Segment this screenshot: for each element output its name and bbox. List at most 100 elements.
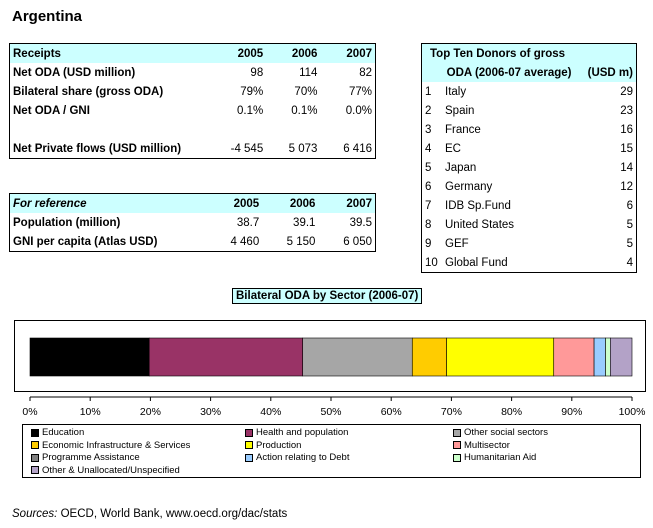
bar-segment-education (29, 337, 150, 377)
x-tick-label: 10% (80, 406, 101, 418)
row-label: Bilateral share (gross ODA) (13, 85, 164, 98)
bar-segment-health-and-population (148, 337, 304, 377)
receipts-header-2005: 2005 (206, 43, 267, 63)
donor-value: 29 (620, 85, 633, 98)
donor-name: IDB Sp.Fund (445, 199, 511, 212)
table-row: GNI per capita (Atlas USD) 4 460 5 150 6… (10, 232, 376, 252)
legend-swatch (31, 441, 39, 449)
cell-2005: 4 460 (230, 235, 260, 248)
cell-2005: 98 (250, 66, 264, 79)
donors-header-row-1: Top Ten Donors of gross (421, 43, 637, 63)
legend-swatch (245, 441, 253, 449)
legend-item: Economic Infrastructure & Services (31, 440, 190, 451)
x-tick-label: 30% (200, 406, 221, 418)
cell-2006: 5 150 (286, 235, 316, 248)
legend-label: Programme Assistance (42, 452, 140, 463)
sources-text: OECD, World Bank, www.oecd.org/dac/stats (60, 508, 288, 520)
sources-label: Sources: (12, 508, 58, 520)
stacked-bar-chart (29, 337, 633, 377)
donor-row: 4 EC 15 (422, 139, 637, 158)
legend-label: Economic Infrastructure & Services (42, 439, 191, 451)
receipts-header-row: Receipts 2005 2006 2007 (9, 43, 376, 63)
donors-table: Top Ten Donors of gross ODA (2006-07 ave… (421, 43, 637, 273)
donor-value: 5 (626, 218, 633, 231)
cell-2005: -4 545 (230, 142, 264, 155)
x-tick-label: 0% (22, 406, 37, 418)
legend-swatch (453, 428, 461, 437)
chart-title: Bilateral ODA by Sector (2006-07) (232, 288, 423, 304)
donor-name: Italy (445, 85, 467, 98)
table-row: Bilateral share (gross ODA) 79% 70% 77% (10, 82, 376, 101)
legend-label: Multisector (464, 439, 510, 451)
table-row: Net Private flows (USD million) -4 545 5… (10, 139, 376, 159)
row-label: Net ODA (USD million) (13, 66, 136, 79)
donor-row: 6 Germany 12 (422, 177, 637, 196)
receipts-header-label: Receipts (9, 43, 206, 63)
legend-swatch (245, 428, 253, 437)
cell-2005 (206, 120, 266, 139)
donor-value: 14 (620, 161, 633, 174)
row-label (10, 120, 207, 139)
bar-segment-production (446, 337, 555, 377)
reference-header-label: For reference (9, 193, 206, 213)
legend-swatch (31, 453, 39, 462)
x-tick-label: 40% (260, 406, 281, 418)
donor-rank: 2 (425, 104, 432, 117)
cell-2005: 79% (240, 85, 264, 98)
donor-value: 16 (620, 123, 633, 136)
donor-rank: 4 (425, 142, 432, 155)
donor-value: 6 (626, 199, 633, 212)
cell-2005: 0.1% (237, 104, 264, 117)
bar-segment-other-unallocated-unspecified (610, 337, 633, 377)
reference-header-2007: 2007 (318, 193, 376, 213)
donor-name: Germany (445, 180, 493, 193)
legend-label: Other & Unallocated/Unspecified (42, 464, 180, 476)
chart-legend: Education Health and population Other soci… (22, 424, 641, 478)
donor-name: France (445, 123, 481, 136)
sources-note: Sources: OECD, World Bank, www.oecd.org/… (12, 508, 287, 520)
receipts-table: Receipts 2005 2006 2007 Net ODA (USD mil… (9, 43, 376, 159)
cell-2007: 82 (359, 66, 372, 79)
legend-item: Multisector (453, 440, 510, 451)
x-tick-label: 60% (381, 406, 402, 418)
donor-rank: 8 (425, 218, 432, 231)
donor-rank: 1 (425, 85, 432, 98)
legend-label: Action relating to Debt (256, 452, 350, 463)
donor-row: 1 Italy 29 (422, 82, 637, 101)
legend-label: Education (42, 427, 85, 438)
table-row-spacer (10, 120, 376, 139)
donor-value: 4 (626, 256, 633, 269)
donor-row: 7 IDB Sp.Fund 6 (422, 196, 637, 215)
chart-plot-area (14, 320, 646, 392)
reference-table: For reference 2005 2006 2007 Population … (9, 193, 376, 252)
x-tick-label: 50% (320, 406, 341, 418)
donor-name: Spain (445, 104, 475, 117)
x-axis: 0% 10% 20% 30% 40% 50% 60% 70% 80% 90% 100% (22, 396, 645, 418)
legend-label: Humanitarian Aid (464, 452, 537, 463)
bar-segment-other-social-sectors (302, 337, 413, 377)
donor-rank: 7 (425, 199, 432, 212)
cell-2007: 39.5 (349, 216, 372, 229)
donor-value: 12 (620, 180, 633, 193)
reference-header-2005: 2005 (206, 193, 263, 213)
x-tick-label: 90% (561, 406, 582, 418)
cell-2006: 114 (299, 66, 318, 79)
donor-row: 2 Spain 23 (422, 101, 637, 120)
bar-segment-humanitarian-aid (605, 337, 611, 377)
donor-name: Global Fund (445, 256, 508, 269)
table-row: Population (million) 38.7 39.1 39.5 (10, 213, 376, 232)
cell-2007 (320, 120, 375, 139)
legend-item: Other social sectors (453, 427, 548, 438)
legend-item: Production (245, 440, 301, 451)
legend-item: Humanitarian Aid (453, 452, 536, 463)
donor-value: 23 (620, 104, 633, 117)
cell-2006: 39.1 (293, 216, 316, 229)
cell-2006: 5 073 (288, 142, 318, 155)
legend-item: Action relating to Debt (245, 452, 349, 463)
legend-item: Programme Assistance (31, 452, 140, 463)
row-label: GNI per capita (Atlas USD) (13, 235, 158, 248)
donor-row: 5 Japan 14 (422, 158, 637, 177)
bar-segment-economic-infrastructure-services (411, 337, 447, 377)
reference-header-row: For reference 2005 2006 2007 (9, 193, 376, 213)
legend-label: Production (256, 439, 302, 451)
